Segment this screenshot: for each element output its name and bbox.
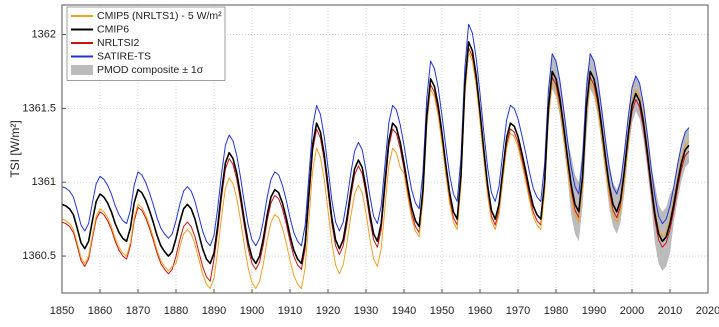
y-tick-label: 1362 [32,28,56,40]
x-tick-label: 1970 [506,305,530,317]
x-tick-label: 1850 [50,305,74,317]
legend-label: PMOD composite ± 1σ [97,64,204,76]
x-tick-label: 1950 [430,305,454,317]
x-tick-label: 1900 [240,305,264,317]
legend-box [66,6,226,81]
x-tick-label: 2000 [620,305,644,317]
legend-swatch [71,65,93,75]
x-tick-label: 2020 [696,305,719,317]
band-area [548,53,689,271]
legend-label: SATIRE-TS [97,50,151,62]
series-line [61,23,690,247]
x-tick-label: 1980 [544,305,568,317]
plot-area [61,23,690,290]
y-tick-label: 1361 [32,176,56,188]
y-axis-label: TSI [W/m²] [8,120,22,177]
x-tick-label: 2010 [658,305,682,317]
x-tick-label: 1930 [354,305,378,317]
y-tick-label: 1361.5 [22,102,56,114]
legend-label: CMIP6 [97,23,129,35]
legend-label: NRLTSI2 [97,37,140,49]
x-tick-label: 1960 [468,305,492,317]
x-tick-label: 1880 [164,305,188,317]
x-tick-label: 1940 [392,305,416,317]
series-line [61,41,690,265]
x-tick-label: 1990 [582,305,606,317]
x-tick-label: 1920 [316,305,340,317]
x-tick-label: 1860 [88,305,112,317]
x-tick-label: 1910 [278,305,302,317]
axis-labels: 1850 1860 1870 1880 1890 1900 1910 1920 1930 1940… [22,28,719,316]
x-tick-label: 1870 [126,305,150,317]
axes-frame [61,4,709,294]
y-tick-label: 1360.5 [22,250,56,262]
legend-label: CMIP5 (NRLTS1) - 5 W/m² [97,10,222,22]
x-tick-label: 1890 [202,305,226,317]
